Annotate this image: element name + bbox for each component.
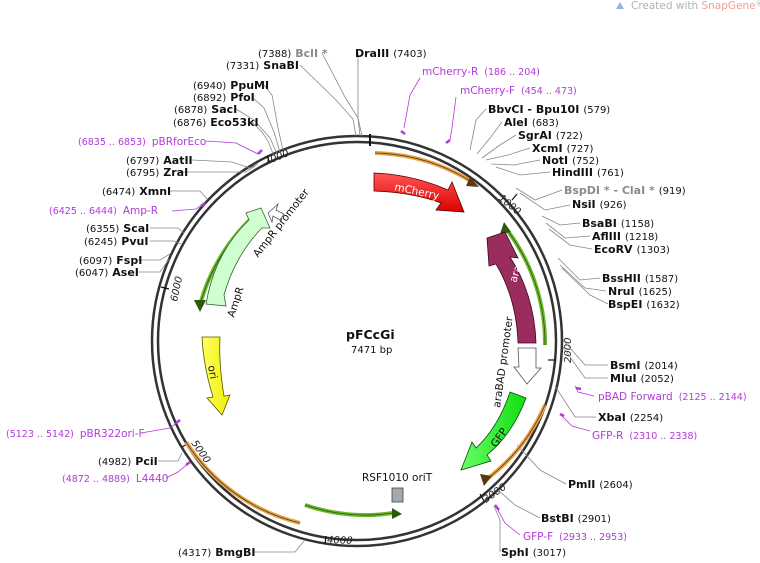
tick-label-4000: 4000 — [327, 535, 353, 547]
feature-rsf1010-orit — [391, 487, 404, 503]
site-noti: NotI (752) — [542, 154, 599, 167]
site-xcmi: XcmI (727) — [532, 142, 594, 155]
primer-gfp-r: GFP-R (2310 .. 2338) — [592, 430, 697, 442]
site-pfoi: (6892) PfoI — [193, 91, 255, 104]
primer-mcherry-f: mCherry-F (454 .. 473) — [460, 85, 577, 97]
feature-label-ori: ori — [205, 364, 219, 380]
feature-arabad-promoter — [513, 347, 542, 385]
credit-prefix: Created with — [631, 0, 702, 12]
arc-mcherry-head — [466, 177, 479, 187]
site-hindiii: HindIII (761) — [552, 166, 624, 179]
site-pmli: PmlI (2604) — [568, 478, 633, 491]
backbone-outer-ring — [150, 134, 564, 548]
site-asei: (6047) AseI — [75, 266, 139, 279]
site-bspei: BspEI (1632) — [608, 298, 680, 311]
site-bsabi: BsaBI (1158) — [582, 217, 654, 230]
credit-suffix: ® — [756, 0, 760, 8]
tick-6000: 6000 — [160, 275, 185, 303]
site-bcli: (7388) BclI * — [258, 47, 328, 60]
primer-pbad-forward: pBAD Forward (2125 .. 2144) — [598, 391, 747, 403]
snapgene-logo-icon — [616, 2, 624, 9]
tick-label-7000: 7000 — [263, 148, 291, 168]
primer-mcherry-r: mCherry-R (186 .. 204) — [422, 66, 540, 78]
arc-ampr-head — [194, 300, 206, 312]
site-bbvci: BbvCI - Bpu10I (579) — [488, 103, 610, 116]
leader-lines — [137, 52, 609, 553]
site-pvui: (6245) PvuI — [84, 235, 148, 248]
primer-pbr322ori-f: (5123 .. 5142) pBR322ori-F — [6, 428, 145, 440]
site-nrui: NruI (1625) — [608, 285, 672, 298]
primer-labels: mCherry-R (186 .. 204) mCherry-F (454 .. 4… — [6, 66, 747, 543]
plasmid-center-label: pFCcGi 7471 bp — [346, 327, 395, 356]
arc-gfp-head — [480, 474, 492, 486]
site-sphi: SphI (3017) — [501, 546, 566, 559]
tick-2000: 2000 — [548, 338, 574, 363]
feature-label-ampr: AmpR — [225, 285, 246, 319]
plasmid-name: pFCcGi — [346, 327, 395, 342]
feature-arcs — [184, 151, 548, 525]
site-eco53ki: (6876) Eco53kI — [173, 116, 259, 129]
site-bmgbi: (4317) BmgBI — [178, 546, 255, 559]
tick-label-2000: 2000 — [563, 338, 574, 363]
site-ecorv: EcoRV (1303) — [594, 243, 670, 256]
tick-4000: 4000 — [324, 535, 353, 547]
primer-pbrforeco: (6835 .. 6853) pBRforEco — [78, 136, 206, 148]
site-mlui: MluI (2052) — [610, 372, 674, 385]
site-sgrai: SgrAI (722) — [518, 129, 583, 142]
site-nsii: NsiI (926) — [572, 198, 627, 211]
arc-orit-head — [392, 508, 402, 519]
primer-markers — [175, 130, 582, 511]
site-bstbi: BstBI (2901) — [541, 512, 611, 525]
feature-arac — [486, 231, 537, 344]
arc-arac-head — [500, 222, 511, 234]
backbone-inner-ring — [156, 140, 558, 542]
site-zrai: (6795) ZraI — [126, 166, 188, 179]
site-fspi: (6097) FspI — [79, 254, 142, 267]
site-ppumi: (6940) PpuMI — [193, 79, 269, 92]
site-xbai: XbaI (2254) — [598, 411, 663, 424]
feature-ampr — [205, 207, 271, 307]
svg-text:Created with SnapGene®: Created with SnapGene® — [631, 0, 760, 12]
site-pcii: (4982) PciI — [98, 455, 158, 468]
site-bsshii: BssHII (1587) — [602, 272, 678, 285]
site-bsmi: BsmI (2014) — [610, 359, 678, 372]
site-snabi: (7331) SnaBI — [226, 59, 299, 72]
feature-label-rsf1010-orit: RSF1010 oriT — [362, 472, 433, 484]
backbone — [150, 134, 564, 548]
feature-mcherry — [373, 172, 465, 213]
feature-ori — [201, 336, 231, 416]
restriction-sites: (7388) BclI * DraIII (7403) (7331) SnaBI (6… — [75, 47, 686, 559]
site-scai: (6355) ScaI — [86, 222, 149, 235]
primer-amp-r: (6425 .. 6444) Amp-R — [49, 205, 158, 217]
tick-7000: 7000 — [263, 148, 291, 168]
arc-orit-region — [304, 503, 394, 517]
tick-label-6000: 6000 — [169, 275, 185, 302]
site-xmni: (6474) XmnI — [102, 185, 171, 198]
feature-ampr-promoter — [267, 202, 285, 224]
feature-gfp — [460, 391, 527, 471]
site-drai: DraIII (7403) — [355, 47, 427, 60]
credit-brand: SnapGene — [702, 0, 756, 12]
plasmid-length: 7471 bp — [351, 345, 392, 356]
primer-l4440: (4872 .. 4889) L4440 — [62, 473, 168, 485]
site-bspdi: BspDI * - ClaI * (919) — [564, 184, 686, 197]
site-afliii: AflIII (1218) — [592, 230, 658, 243]
primer-gfp-f: GFP-F (2933 .. 2953) — [523, 531, 627, 543]
site-saci: (6878) SacI — [174, 103, 237, 116]
site-aatii: (6797) AatII — [126, 154, 193, 167]
site-alei: AleI (683) — [504, 116, 559, 129]
snapgene-credit: Created with SnapGene® — [616, 0, 760, 12]
